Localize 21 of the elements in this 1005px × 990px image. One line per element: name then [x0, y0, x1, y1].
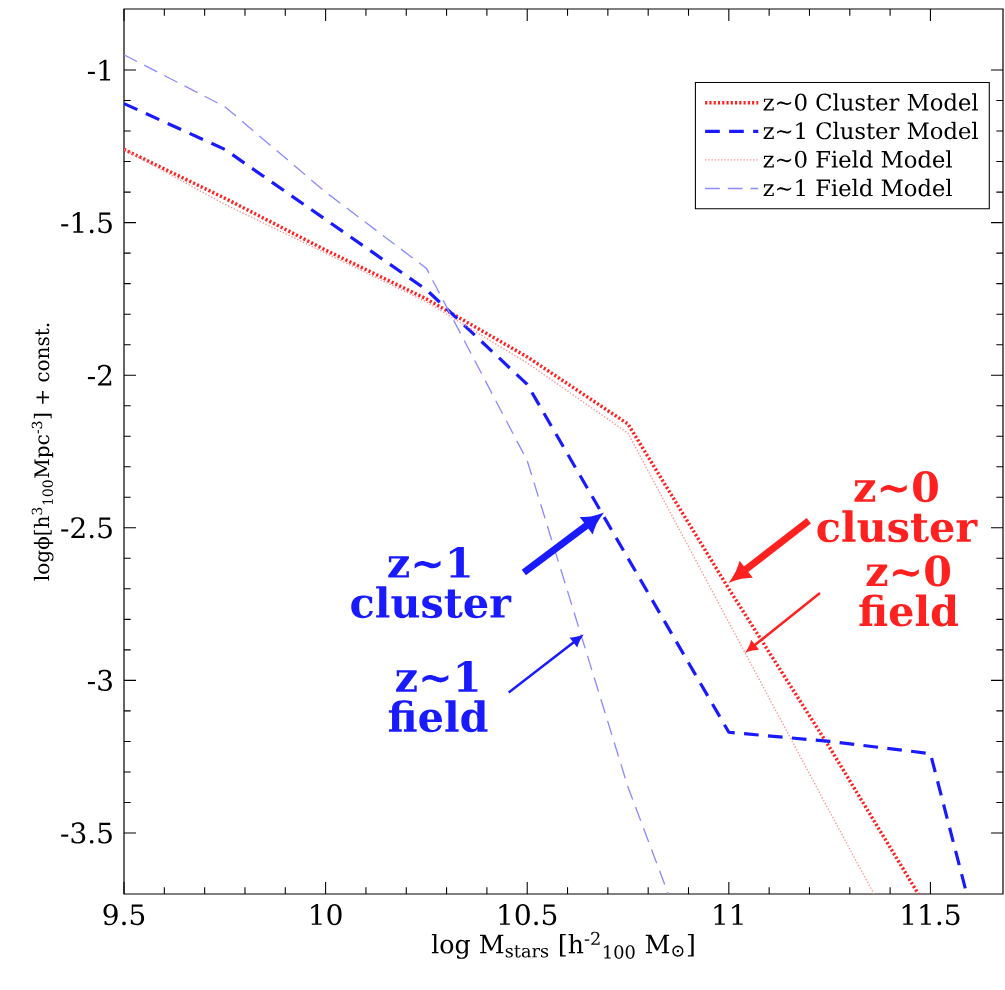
x-axis-title: log M$_{stars}$ [h$^{-2}$$_{100}$ M$_{⊙}$]: [431, 931, 694, 959]
x-tick-label: 9.5: [103, 904, 145, 926]
x-tick-label: 11.5: [902, 904, 960, 926]
y-tick-label: -2: [87, 364, 112, 386]
x-tick-label: 11: [714, 904, 743, 925]
y-tick-label: -2.5: [61, 517, 112, 539]
y-tick-label: -3: [87, 669, 112, 691]
legend-label: z~1 Field Model: [763, 178, 952, 197]
legend-label: z~0 Field Model: [763, 150, 952, 168]
y-tick-label: -1.5: [61, 212, 112, 234]
y-tick-label: -1: [87, 59, 110, 81]
annotation: z~1 field: [388, 660, 488, 733]
y-axis-title: logϕ[h$^{3}$$_{100}$Mpc$^{-3}$] + const.: [31, 323, 54, 581]
legend-label: z~0 Cluster Model: [763, 93, 978, 111]
x-tick-label: 10.5: [499, 904, 557, 926]
legend-label: z~1 Cluster Model: [763, 121, 978, 140]
annotation: z~1 cluster: [351, 546, 512, 619]
annotation: z~0 field: [859, 555, 959, 627]
x-tick-label: 10: [311, 904, 342, 926]
y-tick-label: -3.5: [61, 822, 112, 844]
line-series: [124, 54, 670, 894]
